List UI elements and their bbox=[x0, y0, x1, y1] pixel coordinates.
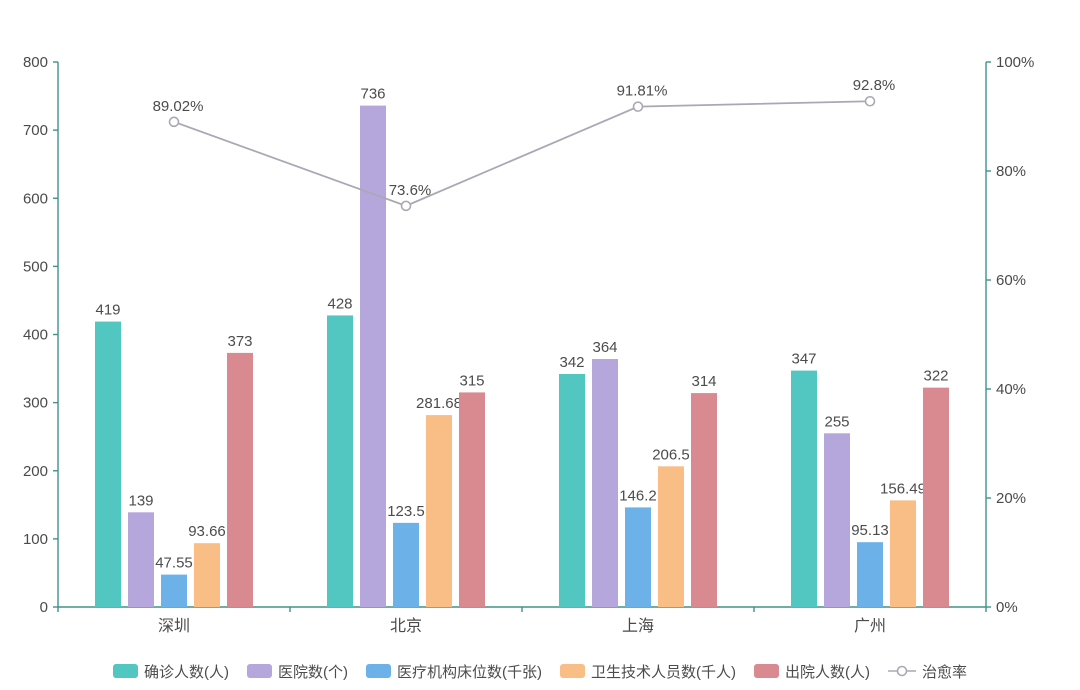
left-axis-tick-label: 400 bbox=[23, 327, 48, 344]
bar-value-label: 123.5 bbox=[387, 503, 425, 520]
bar-value-label: 314 bbox=[691, 373, 716, 390]
bar-value-label: 419 bbox=[95, 302, 120, 319]
legend-item-series-5[interactable]: 出院人数(人) bbox=[753, 661, 870, 682]
cure-rate-value-label: 91.81% bbox=[617, 83, 668, 100]
bar-4-cat-1[interactable] bbox=[194, 543, 220, 607]
legend-swatch-icon bbox=[559, 664, 585, 678]
bar-value-label: 93.66 bbox=[188, 523, 226, 540]
bar-value-label: 736 bbox=[360, 86, 385, 103]
x-axis-category-label: 上海 bbox=[622, 617, 654, 635]
bar-3-cat-3[interactable] bbox=[625, 507, 651, 607]
legend-item-label: 卫生技术人员数(千人) bbox=[590, 663, 736, 681]
bar-value-label: 315 bbox=[459, 372, 484, 389]
cure-rate-marker[interactable] bbox=[632, 101, 644, 112]
right-axis-tick-label: 80% bbox=[996, 163, 1026, 180]
bar-value-label: 342 bbox=[559, 354, 584, 371]
left-axis-tick-label: 200 bbox=[23, 463, 48, 480]
legend-item-label: 治愈率 bbox=[921, 663, 967, 681]
legend-item-cure-rate[interactable]: 治愈率 bbox=[887, 661, 967, 682]
bar-2-cat-1[interactable] bbox=[128, 512, 154, 607]
right-axis-tick-label: 100% bbox=[996, 54, 1034, 71]
bar-1-cat-1[interactable] bbox=[95, 321, 121, 607]
bar-value-label: 428 bbox=[327, 295, 352, 312]
cure-rate-marker[interactable] bbox=[168, 116, 180, 128]
bar-4-cat-2[interactable] bbox=[426, 415, 452, 607]
x-axis-category-label: 深圳 bbox=[158, 617, 190, 635]
x-axis-category-label: 北京 bbox=[390, 617, 422, 635]
bar-2-cat-4[interactable] bbox=[824, 433, 850, 607]
bar-1-cat-4[interactable] bbox=[791, 370, 817, 607]
legend-item-label: 确诊人数(人) bbox=[143, 663, 229, 681]
bar-value-label: 281.68 bbox=[416, 395, 462, 412]
left-axis-tick-label: 100 bbox=[23, 531, 48, 548]
bar-3-cat-2[interactable] bbox=[393, 522, 419, 607]
left-axis-tick-label: 0 bbox=[40, 599, 48, 616]
left-axis-tick-label: 300 bbox=[23, 395, 48, 412]
cure-rate-marker[interactable] bbox=[400, 200, 412, 212]
right-axis-tick-label: 0% bbox=[996, 599, 1018, 616]
bar-value-label: 139 bbox=[128, 492, 153, 509]
bar-1-cat-2[interactable] bbox=[327, 315, 353, 607]
left-axis-tick-label: 600 bbox=[23, 190, 48, 207]
cure-rate-value-label: 89.02% bbox=[153, 98, 204, 115]
bar-value-label: 95.13 bbox=[851, 522, 889, 539]
bar-value-label: 255 bbox=[824, 413, 849, 430]
legend-item-series-1[interactable]: 确诊人数(人) bbox=[112, 661, 229, 682]
cure-rate-value-label: 92.8% bbox=[853, 77, 896, 94]
right-axis-tick-label: 60% bbox=[996, 272, 1026, 289]
legend-swatch-icon bbox=[246, 664, 272, 678]
cure-rate-marker[interactable] bbox=[864, 95, 876, 107]
legend-item-label: 医疗机构床位数(千张) bbox=[396, 663, 542, 681]
bar-value-label: 156.49 bbox=[880, 480, 926, 497]
legend-swatch-icon bbox=[753, 664, 779, 678]
bar-2-cat-2[interactable] bbox=[360, 105, 386, 607]
x-axis-category-label: 广州 bbox=[854, 617, 886, 635]
bar-5-cat-1[interactable] bbox=[227, 352, 253, 607]
legend-item-series-3[interactable]: 医疗机构床位数(千张) bbox=[365, 661, 542, 682]
legend-item-label: 出院人数(人) bbox=[784, 663, 870, 681]
bar-5-cat-3[interactable] bbox=[691, 393, 717, 607]
left-axis-tick-label: 700 bbox=[23, 122, 48, 139]
cure-rate-value-label: 73.6% bbox=[389, 182, 432, 199]
legend-item-series-2[interactable]: 医院数(个) bbox=[246, 661, 348, 682]
bar-2-cat-3[interactable] bbox=[592, 359, 618, 607]
legend-item-label: 医院数(个) bbox=[277, 663, 348, 681]
line-marker-icon bbox=[887, 665, 916, 677]
legend-swatch-icon bbox=[112, 664, 138, 678]
bar-value-label: 373 bbox=[227, 333, 252, 350]
left-axis-tick-label: 800 bbox=[23, 54, 48, 71]
cure-rate-line bbox=[173, 100, 871, 207]
legend-item-series-4[interactable]: 卫生技术人员数(千人) bbox=[559, 661, 736, 682]
bar-5-cat-2[interactable] bbox=[459, 392, 485, 607]
bar-1-cat-3[interactable] bbox=[559, 374, 585, 607]
bar-4-cat-3[interactable] bbox=[658, 466, 684, 607]
bar-5-cat-4[interactable] bbox=[923, 387, 949, 607]
bar-value-label: 206.5 bbox=[652, 446, 690, 463]
right-axis-tick-label: 40% bbox=[996, 381, 1026, 398]
bar-value-label: 347 bbox=[791, 351, 816, 368]
bar-3-cat-4[interactable] bbox=[857, 542, 883, 607]
bar-4-cat-4[interactable] bbox=[890, 500, 916, 607]
bar-value-label: 47.55 bbox=[155, 555, 193, 572]
legend-swatch-icon bbox=[365, 664, 391, 678]
right-axis-tick-label: 20% bbox=[996, 490, 1026, 507]
bar-3-cat-1[interactable] bbox=[161, 574, 187, 607]
bar-value-label: 364 bbox=[592, 339, 617, 356]
legend: 确诊人数(人) 医院数(个) 医疗机构床位数(千张) 卫生技术人员数(千人) 出院人数(… bbox=[0, 658, 1080, 684]
left-axis-tick-label: 500 bbox=[23, 258, 48, 275]
bar-value-label: 322 bbox=[923, 368, 948, 385]
bar-value-label: 146.2 bbox=[619, 487, 657, 504]
